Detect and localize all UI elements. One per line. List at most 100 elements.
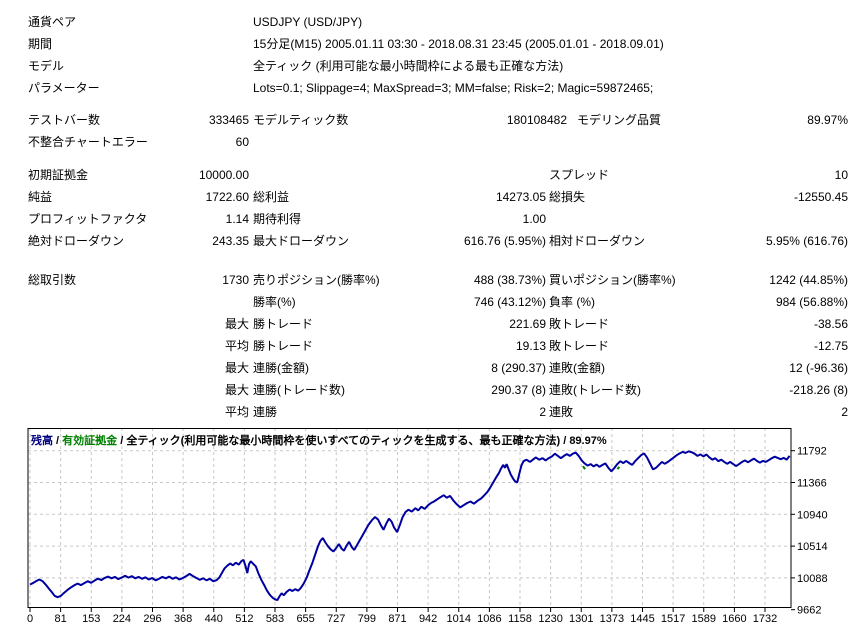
row-max-consecutive-amount: 最大 連勝(金額) 8 (290.37) 連敗(金額) 12 (-96.36) [0,361,862,377]
row-currency-pair-label2: USDJPY (USD/JPY) [253,15,363,29]
row-profit-factor-value: 1.14 [225,212,249,226]
row-profit-factor: プロフィットファクタ 1.14 期待利得 1.00 [0,212,862,228]
row-average-trade-value2: 19.13 [515,339,546,353]
x-tick-label: 799 [358,613,376,625]
row-largest-trade-label2: 勝トレード [253,317,314,331]
legend-quality-value: 89.97% [569,435,607,447]
row-average-trade-label3: 敗トレード [549,339,610,353]
row-win-loss-rate-label2: 勝率(%) [253,295,296,309]
row-max-consecutive-amount-value: 最大 [224,361,249,375]
row-currency-pair-label: 通貨ペア [28,15,77,29]
row-initial-deposit-spread-value3: 10 [834,168,848,182]
row-mismatched-chart-errors-value: 60 [235,135,249,149]
x-tick-label: 512 [235,613,253,625]
legend-model-note: 全ティック(利用可能な最小時間枠を使いすべてのティックを生成する、最も正確な方法… [126,435,561,447]
row-max-consecutive-amount-value3: 12 (-96.36) [789,361,848,375]
balance-chart-canvas: 0 81 153 224 296 368 440 512 583 655 727 799 871 942 1… [27,428,828,625]
row-average-trade-value: 平均 [224,339,249,353]
row-mismatched-chart-errors: 不整合チャートエラー 60 [0,135,862,151]
x-tick-label: 1014 [447,613,471,625]
plot-border [27,428,792,608]
row-profit-factor-label: プロフィットファクタ [28,212,148,226]
row-period-label: 期間 [28,37,53,51]
row-bars-ticks-quality-label2: モデルティック数 [253,113,349,127]
row-profit-factor-label2: 期待利得 [253,212,302,226]
row-drawdown-value3: 5.95% (616.76) [765,234,848,248]
balance-chart: 0 81 153 224 296 368 440 512 583 655 727 799 871 942 1… [0,428,862,631]
x-tick-label: 1732 [753,613,777,625]
y-tick-label: 11792 [797,446,827,458]
x-tick-label: 655 [296,613,314,625]
row-bars-ticks-quality-value3: 89.97% [807,113,848,127]
row-largest-trade-label3: 敗トレード [549,317,610,331]
row-avg-consecutive-label3: 連敗 [549,405,574,419]
x-tick-label: 583 [266,613,284,625]
row-profit-factor-value2: 1.00 [522,212,546,226]
row-win-loss-rate-value3: 984 (56.88%) [775,295,848,309]
legend-separator: / [53,435,63,447]
x-tick-label: 1301 [569,613,593,625]
row-max-consecutive-count-value: 最大 [224,383,249,397]
y-tick-label: 10940 [797,509,828,521]
row-max-consecutive-amount-value2: 8 (290.37) [491,361,546,375]
row-initial-deposit-spread-label3: スプレッド [549,168,610,182]
row-win-loss-rate-value2: 746 (43.12%) [473,295,546,309]
row-max-consecutive-count: 最大 連勝(トレード数) 290.37 (8) 連敗(トレード数) -218.26 (8… [0,383,862,399]
row-max-consecutive-amount-label3: 連敗(金額) [549,361,605,375]
legend-separator: / [117,435,127,447]
row-drawdown-value2: 616.76 (5.95%) [463,234,546,248]
row-average-trade-value3: -12.75 [813,339,848,353]
row-net-profit-label3: 総損失 [549,190,586,204]
x-tick-label: 224 [113,613,131,625]
row-net-profit-label: 純益 [28,190,53,204]
row-largest-trade-value3: -38.56 [813,317,848,331]
row-max-consecutive-amount-label2: 連勝(金額) [253,361,309,375]
x-tick-label: 368 [174,613,192,625]
legend-equity-label: 有効証拠金 [62,435,118,447]
row-max-consecutive-count-value2: 290.37 (8) [491,383,546,397]
row-avg-consecutive-value3: 2 [841,405,848,419]
row-currency-pair: 通貨ペア USDJPY (USD/JPY) [0,15,862,31]
y-tick-label: 10088 [797,573,828,585]
row-net-profit-value3: -12550.45 [793,190,848,204]
row-bars-ticks-quality: テストバー数 333465 モデルティック数 180108482 モデリング品質 89.9… [0,113,862,129]
y-tick-label: 9662 [797,605,821,617]
row-avg-consecutive-value: 平均 [224,405,249,419]
row-win-loss-rate: 勝率(%) 746 (43.12%) 負率 (%) 984 (56.88%) [0,295,862,311]
row-bars-ticks-quality-value2: 180108482 [506,113,567,127]
x-tick-label: 296 [143,613,161,625]
row-total-trades-label2: 売りポジション(勝率%) [253,273,380,287]
row-total-trades: 総取引数 1730 売りポジション(勝率%) 488 (38.73%) 買いポジション(… [0,273,862,289]
x-tick-label: 81 [55,613,67,625]
x-tick-label: 0 [27,613,33,625]
row-max-consecutive-count-label2: 連勝(トレード数) [253,383,345,397]
x-tick-label: 440 [205,613,223,625]
balance-line [29,450,791,602]
row-parameters-label: パラメーター [28,81,100,95]
row-parameters-label2: Lots=0.1; Slippage=4; MaxSpread=3; MM=fa… [253,81,654,95]
row-total-trades-value2: 488 (38.73%) [473,273,546,287]
row-mismatched-chart-errors-label: 不整合チャートエラー [28,135,148,149]
x-tick-label: 1158 [508,613,532,625]
row-drawdown-label2: 最大ドローダウン [253,234,350,248]
row-net-profit: 純益 1722.60 総利益 14273.05 総損失 -12550.45 [0,190,862,206]
x-tick-label: 1517 [661,613,685,625]
row-bars-ticks-quality-label: テストバー数 [28,113,101,127]
row-period: 期間 15分足(M15) 2005.01.11 03:30 - 2018.08.3… [0,37,862,53]
row-drawdown-label: 絶対ドローダウン [28,234,125,248]
row-net-profit-label2: 総利益 [253,190,290,204]
x-tick-label: 1589 [692,613,716,625]
equity-line-fragment [582,465,586,470]
row-period-label2: 15分足(M15) 2005.01.11 03:30 - 2018.08.31 … [253,37,664,51]
y-tick-label: 10514 [797,541,828,553]
row-initial-deposit-spread-value: 10000.00 [198,168,249,182]
row-model: モデル 全ティック (利用可能な最小時間枠による最も正確な方法) [0,59,862,75]
x-tick-label: 1373 [600,613,624,625]
row-parameters: パラメーター Lots=0.1; Slippage=4; MaxSpread=3;… [0,81,862,97]
row-avg-consecutive-label2: 連勝 [253,405,278,419]
x-tick-label: 1230 [538,613,562,625]
row-bars-ticks-quality-value: 333465 [208,113,249,127]
row-largest-trade-value2: 221.69 [509,317,546,331]
row-average-trade-label2: 勝トレード [253,339,314,353]
